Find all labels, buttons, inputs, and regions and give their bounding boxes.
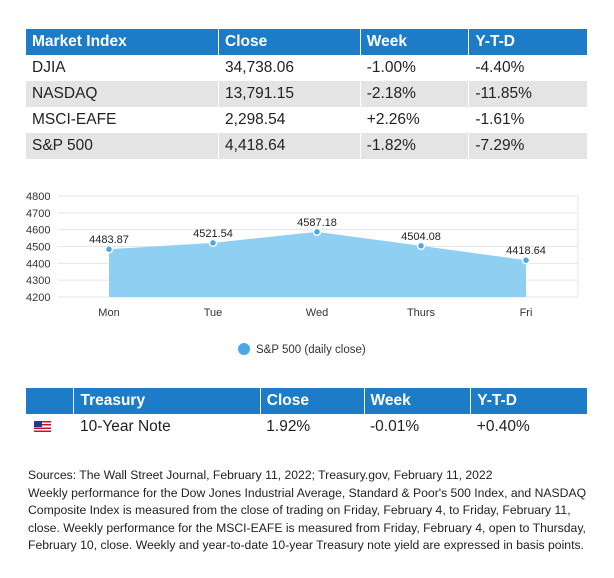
- cell-ytd: -7.29%: [468, 133, 587, 159]
- header-close: Close: [260, 388, 365, 414]
- cell-week: -2.18%: [360, 81, 470, 107]
- x-tick-label: Thurs: [407, 307, 436, 319]
- header-flag: [26, 388, 75, 414]
- table-row: NASDAQ 13,791.15 -2.18% -11.85%: [26, 81, 587, 107]
- x-axis: Mon Tue Wed Thurs Fri: [98, 307, 532, 319]
- table-row: S&P 500 4,418.64 -1.82% -7.29%: [26, 133, 587, 159]
- treasury-header-row: Treasury Close Week Y-T-D: [26, 388, 587, 414]
- cell-week: -1.82%: [360, 133, 470, 159]
- series-area: [109, 231, 526, 297]
- y-tick-label: 4500: [26, 242, 50, 254]
- cell-ytd: -11.85%: [468, 81, 587, 107]
- header-week: Week: [364, 388, 472, 414]
- cell-ytd: -4.40%: [468, 55, 587, 81]
- cell-close: 1.92%: [266, 418, 311, 435]
- data-label: 4521.54: [193, 228, 233, 240]
- header-week: Week: [360, 29, 470, 55]
- y-tick-label: 4800: [26, 191, 50, 203]
- data-point: [104, 244, 114, 254]
- y-tick-label: 4200: [26, 292, 50, 304]
- cell-ytd: +0.40%: [476, 418, 530, 435]
- market-header-row: Market Index Close Week Y-T-D: [26, 29, 587, 55]
- treasury-table: Treasury Close Week Y-T-D 10-Year Note 1…: [26, 388, 587, 440]
- data-labels: 4483.87 4521.54 4587.18 4504.08 4418.64: [89, 217, 546, 257]
- cell-index: MSCI-EAFE: [26, 107, 220, 133]
- y-axis: 4200 4300 4400 4500 4600 4700 4800: [26, 191, 50, 304]
- cell-week: -0.01%: [370, 418, 420, 435]
- sp500-area-chart: 4200 4300 4400 4500 4600 4700 4800 4483.87 4521…: [26, 191, 579, 356]
- market-index-table: Market Index Close Week Y-T-D DJIA 34,73…: [26, 29, 587, 159]
- data-point: [312, 227, 322, 237]
- header-close: Close: [218, 29, 361, 55]
- data-point: [521, 255, 531, 265]
- methodology-note: Weekly performance for the Dow Jones Ind…: [28, 485, 587, 553]
- sources-note: Sources: The Wall Street Journal, Februa…: [28, 468, 493, 482]
- cell-close: 13,791.15: [218, 81, 361, 107]
- header-ytd: Y-T-D: [470, 388, 587, 414]
- chart-legend[interactable]: S&P 500 (daily close): [238, 343, 366, 356]
- y-tick-label: 4700: [26, 208, 50, 220]
- table-row: 10-Year Note 1.92% -0.01% +0.40%: [26, 414, 587, 440]
- cell-ytd: -1.61%: [468, 107, 587, 133]
- cell-close: 34,738.06: [218, 55, 361, 81]
- x-tick-label: Tue: [204, 307, 223, 319]
- footnotes: Sources: The Wall Street Journal, Februa…: [28, 467, 598, 555]
- y-tick-label: 4600: [26, 225, 50, 237]
- cell-flag: [26, 414, 74, 440]
- cell-index: NASDAQ: [26, 81, 220, 107]
- x-tick-label: Fri: [520, 307, 533, 319]
- data-label: 4587.18: [297, 217, 337, 229]
- series-points: [104, 227, 531, 265]
- legend-marker[interactable]: [238, 343, 250, 355]
- header-treasury: Treasury: [73, 388, 261, 414]
- cell-week: -1.00%: [360, 55, 470, 81]
- header-market-index: Market Index: [26, 29, 220, 55]
- y-tick-label: 4400: [26, 258, 50, 270]
- data-label: 4483.87: [89, 234, 129, 246]
- cell-index: DJIA: [26, 55, 220, 81]
- us-flag-icon: [34, 421, 51, 433]
- data-point: [416, 241, 426, 251]
- cell-close: 2,298.54: [218, 107, 361, 133]
- data-point: [208, 238, 218, 248]
- cell-close: 4,418.64: [218, 133, 361, 159]
- data-label: 4504.08: [401, 231, 441, 243]
- header-ytd: Y-T-D: [468, 29, 587, 55]
- legend-label[interactable]: S&P 500 (daily close): [256, 344, 366, 356]
- x-tick-label: Mon: [98, 307, 119, 319]
- table-row: DJIA 34,738.06 -1.00% -4.40%: [26, 55, 587, 81]
- y-tick-label: 4300: [26, 275, 50, 287]
- cell-name: 10-Year Note: [79, 418, 171, 435]
- cell-index: S&P 500: [26, 133, 220, 159]
- table-row: MSCI-EAFE 2,298.54 +2.26% -1.61%: [26, 107, 587, 133]
- x-tick-label: Wed: [306, 307, 328, 319]
- data-label: 4418.64: [506, 245, 546, 257]
- cell-week: +2.26%: [360, 107, 470, 133]
